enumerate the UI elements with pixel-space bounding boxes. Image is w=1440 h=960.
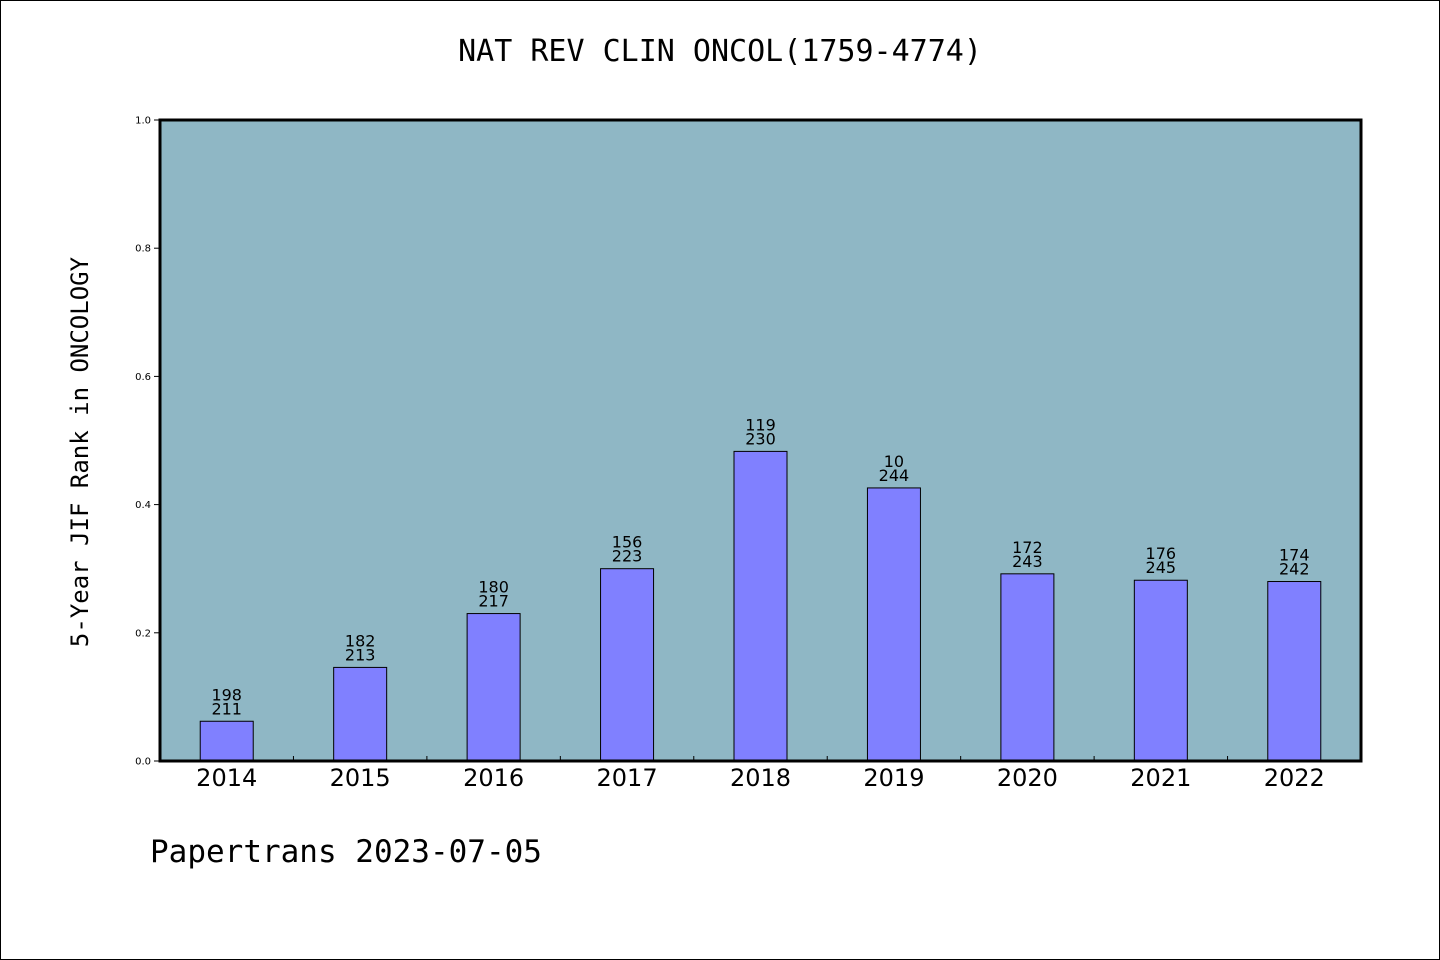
bar-label-top: 180 [478, 578, 509, 597]
bar-label-top: 182 [345, 631, 376, 650]
x-tick-label: 2017 [597, 764, 658, 792]
y-tick-label: 0.8 [135, 244, 151, 255]
bar-label-top: 10 [884, 452, 904, 471]
bar-label-top: 174 [1279, 546, 1310, 565]
y-tick-label: 0.2 [135, 628, 151, 639]
bar-label-bottom: 211 [211, 699, 242, 718]
x-tick-label: 2022 [1264, 764, 1325, 792]
y-tick-label: 0.4 [135, 500, 151, 511]
bar-label-bottom: 244 [879, 466, 910, 485]
bar [199, 720, 254, 762]
bar-label-bottom: 223 [612, 547, 643, 566]
x-tick-label: 2019 [863, 764, 924, 792]
x-tick-label: 2016 [463, 764, 524, 792]
bar-label-bottom: 217 [478, 592, 509, 611]
x-tick-label: 2014 [196, 764, 257, 792]
bar-label-top: 176 [1146, 544, 1177, 563]
bar [1267, 581, 1322, 762]
bar-label-bottom: 213 [345, 645, 376, 664]
bar-label-top: 172 [1012, 538, 1043, 557]
x-tick-label: 2015 [330, 764, 391, 792]
x-tick-label: 2021 [1130, 764, 1191, 792]
x-tick-label: 2020 [997, 764, 1058, 792]
bar [733, 450, 788, 762]
y-tick-label: 0.0 [135, 757, 151, 768]
bar [333, 666, 388, 762]
bar [600, 568, 655, 762]
bar [466, 613, 521, 762]
bar-label-bottom: 242 [1279, 560, 1310, 579]
bar [866, 487, 921, 762]
bar [1000, 573, 1055, 762]
bar-label-bottom: 243 [1012, 552, 1043, 571]
footer-credit: Papertrans 2023-07-05 [150, 834, 542, 870]
bar-label-bottom: 230 [745, 429, 776, 448]
bar-label-top: 156 [612, 533, 643, 552]
y-tick-label: 0.6 [135, 372, 151, 383]
plot-border [158, 118, 1363, 763]
bar-label-bottom: 245 [1146, 558, 1177, 577]
y-tick-label: 1.0 [135, 116, 151, 127]
bar [1133, 579, 1188, 762]
x-tick-label: 2018 [730, 764, 791, 792]
chart-title: NAT REV CLIN ONCOL(1759-4774) [458, 34, 982, 69]
bar-label-top: 198 [211, 685, 242, 704]
bar-label-top: 119 [745, 415, 776, 434]
